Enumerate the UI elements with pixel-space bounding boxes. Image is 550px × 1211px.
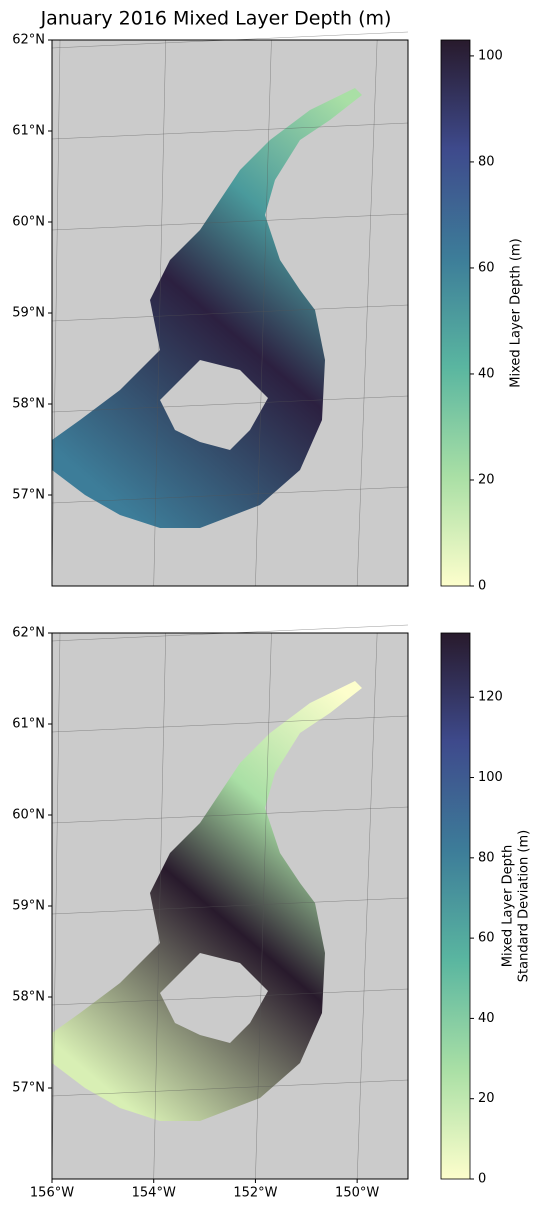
lon-grid-line — [255, 39, 272, 587]
x-tick-label: 156°W — [30, 1186, 74, 1201]
lat-grid-line — [51, 213, 409, 231]
colorbar-tick-label: 80 — [478, 154, 495, 169]
colorbar-label: Mixed Layer Depth (m) — [509, 238, 524, 387]
lon-grid-line — [356, 39, 378, 587]
x-tick-label: 150°W — [335, 1186, 379, 1201]
colorbar-tick-label: 20 — [478, 472, 495, 487]
island — [160, 360, 268, 450]
y-tick-label: 61°N — [12, 717, 45, 732]
colorbar-tick-label: 0 — [478, 1172, 486, 1187]
lat-grid-line — [51, 988, 409, 1006]
lon-grid-line — [153, 632, 166, 1180]
lon-grid-line — [51, 39, 61, 587]
lat-grid-line — [51, 486, 409, 504]
lat-grid-line — [51, 806, 409, 824]
lat-grid-line — [51, 897, 409, 915]
lat-grid-line — [51, 715, 409, 733]
y-tick-label: 59°N — [12, 899, 45, 914]
lon-grid-line — [51, 632, 61, 1180]
ocean-field — [52, 681, 362, 1121]
colorbar-tick-label: 20 — [478, 1091, 495, 1106]
colorbar-tick-label: 80 — [478, 850, 495, 865]
y-tick-label: 60°N — [12, 215, 45, 230]
colorbar-label: Mixed Layer Depth — [501, 845, 516, 967]
colorbar-label: Standard Deviation (m) — [517, 830, 532, 982]
colorbar-tick-label: 120 — [478, 690, 503, 705]
island — [160, 953, 268, 1043]
y-tick-label: 61°N — [12, 124, 45, 139]
map-frame — [51, 39, 409, 587]
y-tick-label: 58°N — [12, 397, 45, 412]
lat-grid-line — [51, 304, 409, 322]
x-tick-label: 152°W — [233, 1186, 277, 1201]
y-tick-label: 62°N — [12, 33, 45, 48]
colorbar-tick-label: 60 — [478, 260, 495, 275]
y-tick-label: 58°N — [12, 990, 45, 1005]
figure-title: January 2016 Mixed Layer Depth (m) — [40, 8, 392, 30]
colorbar-tick-label: 40 — [478, 1011, 495, 1026]
colorbar-tick-label: 0 — [478, 579, 486, 594]
lat-grid-line — [51, 122, 409, 140]
ocean-field — [52, 88, 362, 528]
lon-grid-line — [255, 632, 272, 1180]
colorbar — [440, 632, 471, 1180]
lat-grid-line — [51, 395, 409, 413]
map-frame — [51, 632, 409, 1180]
colorbar-tick-label: 100 — [478, 48, 503, 63]
lat-grid-line — [51, 1079, 409, 1097]
colorbar — [440, 39, 471, 587]
y-tick-label: 62°N — [12, 626, 45, 641]
colorbar-tick-label: 100 — [478, 770, 503, 785]
lon-grid-line — [356, 632, 378, 1180]
y-tick-label: 60°N — [12, 808, 45, 823]
y-tick-label: 57°N — [12, 1081, 45, 1096]
y-tick-label: 57°N — [12, 488, 45, 503]
colorbar-tick-label: 60 — [478, 931, 495, 946]
colorbar-tick-label: 40 — [478, 366, 495, 381]
x-tick-label: 154°W — [132, 1186, 176, 1201]
y-tick-label: 59°N — [12, 306, 45, 321]
lon-grid-line — [153, 39, 166, 587]
